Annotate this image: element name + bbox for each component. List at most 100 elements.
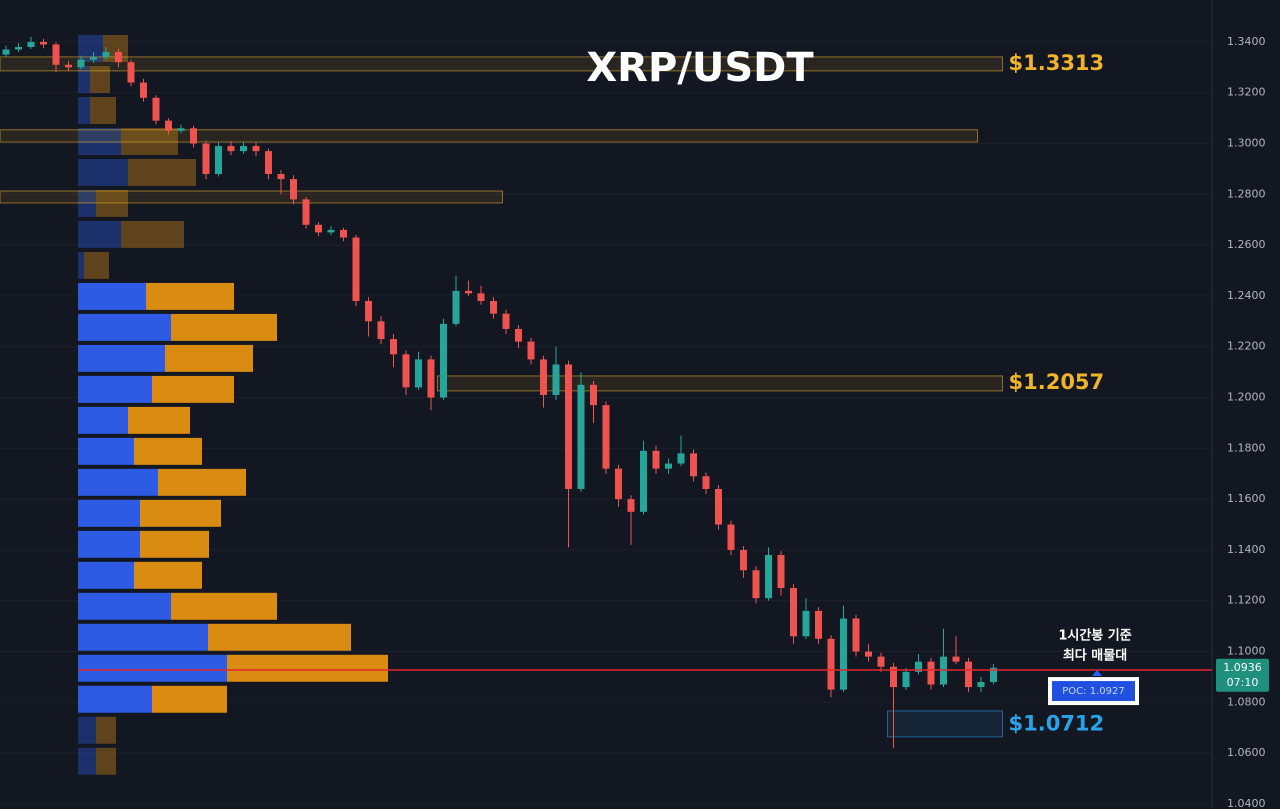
candle-body — [265, 151, 272, 174]
candle-body — [540, 359, 547, 395]
candle-body — [177, 128, 185, 131]
profile-buy-bar — [78, 561, 134, 589]
y-tick-label: 1.0800 — [1227, 695, 1266, 708]
candle-body — [977, 681, 985, 688]
last-price-box — [1216, 658, 1269, 692]
candle-body — [215, 146, 222, 174]
candle-body — [815, 610, 822, 639]
candle-body — [990, 667, 997, 682]
candle-body — [627, 499, 635, 512]
candle-body — [90, 57, 97, 60]
candle-body — [915, 661, 922, 672]
profile-sell-bar — [152, 375, 234, 403]
candle-body — [240, 146, 247, 152]
candle-body — [252, 146, 260, 152]
y-tick-label: 1.3200 — [1227, 86, 1266, 99]
y-tick-label: 1.2000 — [1227, 391, 1266, 404]
candle-body — [827, 638, 835, 690]
y-tick-label: 1.1200 — [1227, 594, 1266, 607]
countdown-label: 07:10 — [1227, 676, 1259, 689]
candle-body — [727, 524, 735, 550]
candle-body — [890, 666, 897, 688]
profile-sell-bar — [96, 747, 116, 775]
candle-body — [802, 610, 810, 637]
profile-buy-bar — [78, 499, 140, 527]
candle-body — [290, 179, 297, 200]
profile-buy-bar — [78, 530, 140, 558]
y-tick-label: 1.3400 — [1227, 35, 1266, 48]
y-tick-label: 1.2800 — [1227, 187, 1266, 200]
profile-buy-bar — [78, 189, 96, 217]
zone — [0, 190, 503, 204]
y-tick-label: 1.1000 — [1227, 645, 1266, 658]
candle-body — [402, 354, 410, 388]
candle-body — [477, 293, 485, 301]
candle-body — [427, 359, 435, 398]
y-tick-label: 1.2200 — [1227, 340, 1266, 353]
y-tick-label: 1.0600 — [1227, 746, 1266, 759]
volume-profile — [78, 35, 388, 775]
candle-body — [677, 453, 685, 464]
candle-body — [440, 323, 447, 398]
candle-body — [515, 328, 522, 342]
candle-body — [527, 341, 535, 360]
annotation: 최다 매물대 — [1063, 648, 1127, 664]
candle-body — [352, 237, 360, 301]
candle-body — [390, 339, 397, 355]
candle-body — [27, 41, 35, 47]
profile-buy-bar — [78, 313, 171, 341]
profile-sell-bar — [134, 561, 202, 589]
chart-title: XRP/USDT — [586, 45, 814, 91]
profile-buy-bar — [78, 406, 128, 434]
candle-body — [777, 554, 785, 589]
candle-body — [740, 549, 747, 571]
y-tick-label: 1.1800 — [1227, 441, 1266, 454]
profile-sell-bar — [121, 220, 184, 248]
poc-label: POC: 1.0927 — [1062, 686, 1124, 697]
profile-sell-bar — [171, 313, 277, 341]
profile-sell-bar — [208, 623, 351, 651]
candle-body — [165, 120, 172, 131]
candle-body — [952, 656, 960, 662]
zone — [437, 375, 1003, 392]
profile-sell-bar — [84, 251, 109, 279]
candle-body — [77, 59, 85, 68]
profile-sell-bar — [90, 66, 110, 93]
candle-body — [2, 49, 10, 55]
poc-marker — [1092, 670, 1102, 677]
zones: $1.3313 $1.2057 $1.0712 — [0, 51, 1105, 738]
profile-sell-bar — [128, 158, 196, 186]
zone-label: $1.0712 — [1009, 712, 1105, 736]
candle-body — [65, 64, 72, 68]
profile-sell-bar — [171, 592, 277, 620]
candle-body — [302, 199, 310, 225]
y-tick-label: 1.3000 — [1227, 137, 1266, 150]
poc-label-box — [1052, 681, 1135, 702]
profile-buy-bar — [78, 282, 146, 310]
candle-body — [277, 173, 285, 180]
candle-body — [877, 656, 885, 667]
candle-body — [365, 300, 372, 322]
candle-body — [640, 450, 647, 512]
profile-buy-bar — [78, 158, 128, 186]
profile-buy-bar — [78, 747, 96, 775]
zone — [887, 710, 1003, 738]
candle-body — [315, 224, 322, 233]
candle-body — [377, 321, 385, 340]
profile-sell-bar — [227, 654, 388, 682]
profile-buy-bar — [78, 468, 158, 496]
zone — [0, 56, 1003, 72]
profile-sell-bar — [158, 468, 246, 496]
profile-sell-bar — [134, 437, 202, 465]
y-tick-label: 1.0400 — [1227, 797, 1266, 809]
y-tick-label: 1.2400 — [1227, 289, 1266, 302]
candle-body — [852, 618, 860, 652]
zone-label: $1.3313 — [1009, 51, 1105, 75]
candle-body — [602, 405, 610, 469]
candle-body — [40, 41, 47, 45]
profile-sell-bar — [140, 499, 221, 527]
candle-body — [652, 450, 660, 469]
candle-body — [665, 463, 672, 469]
